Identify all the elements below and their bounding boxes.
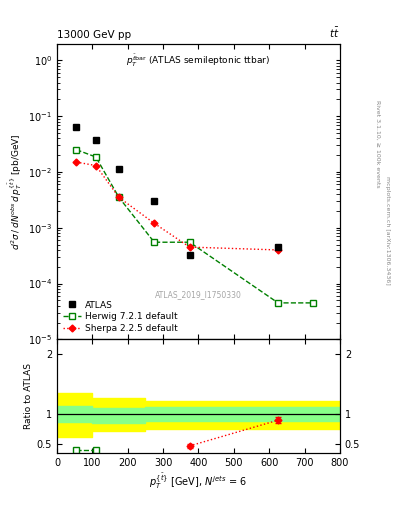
Line: ATLAS: ATLAS bbox=[73, 123, 281, 259]
Y-axis label: Ratio to ATLAS: Ratio to ATLAS bbox=[24, 363, 33, 429]
Herwig 7.2.1 default bbox=[275, 300, 280, 306]
Sherpa 2.2.5 default bbox=[275, 247, 280, 253]
Herwig 7.2.1 default bbox=[152, 239, 156, 245]
Sherpa 2.2.5 default bbox=[74, 159, 79, 165]
ATLAS bbox=[275, 244, 280, 250]
Sherpa 2.2.5 default bbox=[152, 220, 156, 226]
Text: 13000 GeV pp: 13000 GeV pp bbox=[57, 30, 131, 40]
ATLAS bbox=[116, 165, 121, 172]
Sherpa 2.2.5 default bbox=[94, 162, 98, 168]
Herwig 7.2.1 default bbox=[311, 300, 316, 306]
ATLAS bbox=[94, 137, 98, 143]
Text: mcplots.cern.ch [arXiv:1306.3436]: mcplots.cern.ch [arXiv:1306.3436] bbox=[385, 176, 389, 285]
X-axis label: $p^{\{\bar{t}\}}_{T}$ [GeV], $N^{jets}$ = 6: $p^{\{\bar{t}\}}_{T}$ [GeV], $N^{jets}$ … bbox=[149, 472, 248, 492]
Text: Rivet 3.1.10, ≥ 100k events: Rivet 3.1.10, ≥ 100k events bbox=[375, 99, 380, 187]
Y-axis label: $d^2\sigma\,/\,dN^{obs}\,d\,p^{\{\bar{t}\}}_{T}$ [pb/GeV]: $d^2\sigma\,/\,dN^{obs}\,d\,p^{\{\bar{t}… bbox=[6, 133, 24, 250]
Line: Herwig 7.2.1 default: Herwig 7.2.1 default bbox=[73, 146, 316, 306]
Text: $t\bar{t}$: $t\bar{t}$ bbox=[329, 26, 340, 40]
Herwig 7.2.1 default bbox=[94, 154, 98, 160]
Text: $p_T^{\bar{t}\mathrm{bar}}$ (ATLAS semileptonic ttbar): $p_T^{\bar{t}\mathrm{bar}}$ (ATLAS semil… bbox=[127, 52, 270, 69]
Herwig 7.2.1 default bbox=[187, 239, 192, 245]
ATLAS bbox=[152, 198, 156, 204]
Text: ATLAS_2019_I1750330: ATLAS_2019_I1750330 bbox=[155, 290, 242, 300]
Sherpa 2.2.5 default bbox=[187, 244, 192, 250]
Line: Sherpa 2.2.5 default: Sherpa 2.2.5 default bbox=[74, 160, 281, 252]
Legend: ATLAS, Herwig 7.2.1 default, Sherpa 2.2.5 default: ATLAS, Herwig 7.2.1 default, Sherpa 2.2.… bbox=[61, 299, 180, 335]
ATLAS bbox=[187, 252, 192, 259]
ATLAS bbox=[74, 123, 79, 130]
Sherpa 2.2.5 default bbox=[116, 194, 121, 200]
Herwig 7.2.1 default bbox=[74, 146, 79, 153]
Herwig 7.2.1 default bbox=[116, 194, 121, 200]
